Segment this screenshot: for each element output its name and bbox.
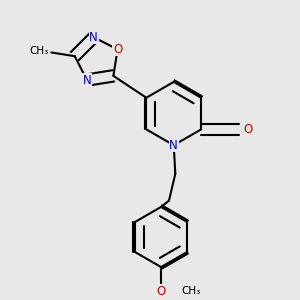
Text: CH₃: CH₃ (29, 46, 48, 56)
Text: N: N (82, 74, 91, 87)
Text: N: N (89, 31, 98, 44)
Text: O: O (157, 285, 166, 298)
Text: CH₃: CH₃ (182, 286, 201, 296)
Text: N: N (169, 139, 178, 152)
Text: O: O (243, 123, 253, 136)
Text: O: O (113, 43, 122, 56)
